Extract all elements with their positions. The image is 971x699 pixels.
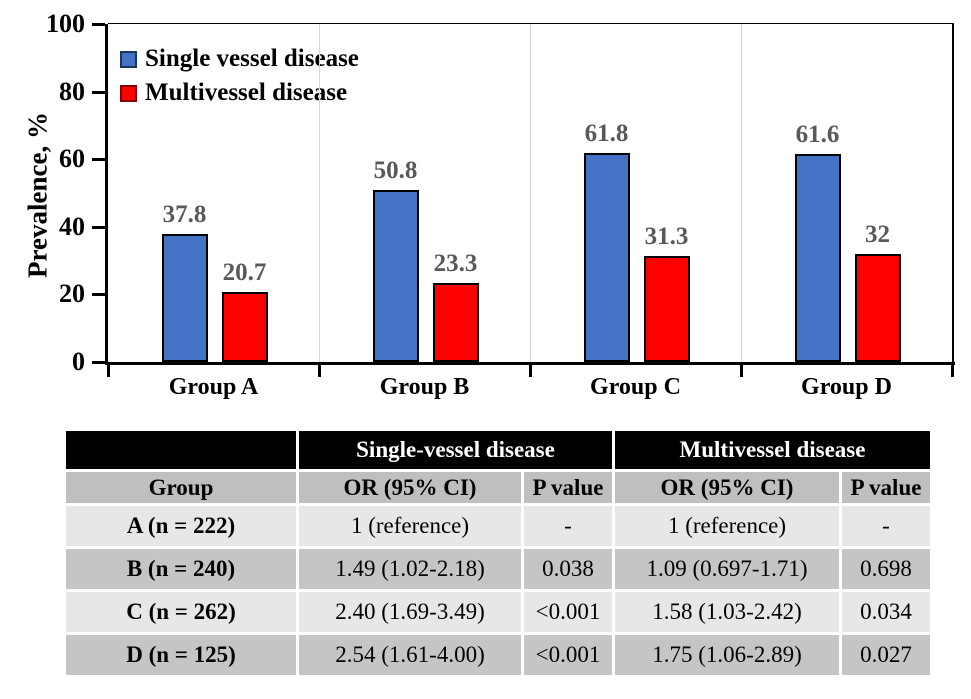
y-tick-mark xyxy=(92,90,105,94)
y-tick-mark xyxy=(92,23,105,26)
value-cell: 1.58 (1.03-2.42) xyxy=(615,592,839,632)
group-cell: C (n = 262) xyxy=(66,592,296,632)
table-row: C (n = 262) 2.40 (1.69-3.49) <0.001 1.58 (1… xyxy=(66,592,930,632)
group-cell: A (n = 222) xyxy=(66,506,296,546)
x-tick-mark xyxy=(318,362,321,377)
bar-value-label: 31.3 xyxy=(644,223,689,251)
value-cell: <0.001 xyxy=(524,592,612,632)
x-tick-mark xyxy=(951,362,954,377)
bar-multi-group-d xyxy=(854,253,901,362)
table-row: A (n = 222) 1 (reference) -1 (reference) - xyxy=(66,506,930,546)
plot-top-border xyxy=(108,23,954,24)
y-tick-label: 40 xyxy=(59,211,85,241)
bar-value-label: 37.8 xyxy=(162,201,207,229)
y-axis-line xyxy=(105,24,108,365)
table-subheader: P value xyxy=(524,472,612,503)
category-separator-gridline xyxy=(530,24,531,362)
x-category-label: Group C xyxy=(590,374,681,400)
value-cell: 0.038 xyxy=(524,549,612,589)
bar-value-label: 50.8 xyxy=(373,157,418,185)
bar-single-group-b xyxy=(372,190,419,362)
category-separator-gridline xyxy=(741,24,742,362)
y-axis-title: Prevalence, % xyxy=(22,112,53,278)
value-cell: - xyxy=(524,506,612,546)
legend-swatch-multivessel xyxy=(120,84,137,102)
value-cell: <0.001 xyxy=(524,635,612,675)
legend-item-multivessel: Multivessel disease xyxy=(120,76,359,110)
legend: Single vessel disease Multivessel diseas… xyxy=(120,42,359,110)
value-cell: 0.034 xyxy=(842,592,930,632)
table-row: D (n = 125) 2.54 (1.61-4.00) <0.001 1.75 (1… xyxy=(66,635,930,675)
y-tick-mark xyxy=(92,158,105,162)
bar-multi-group-a xyxy=(221,292,268,362)
value-cell: 0.027 xyxy=(842,635,930,675)
table-row: B (n = 240) 1.49 (1.02-2.18) 0.038 1.09 (0.… xyxy=(66,549,930,589)
value-cell: 2.40 (1.69-3.49) xyxy=(299,592,521,632)
legend-label-multivessel: Multivessel disease xyxy=(145,79,348,106)
y-tick-label: 80 xyxy=(59,76,85,106)
group-cell: D (n = 125) xyxy=(66,635,296,675)
bar-value-label: 20.7 xyxy=(222,259,267,287)
category-separator-gridline xyxy=(319,24,320,362)
y-tick-label: 20 xyxy=(59,279,85,309)
y-tick-mark xyxy=(92,225,105,229)
prevalence-bar-chart: Prevalence, % Single vessel disease Mult… xyxy=(22,9,955,400)
table-subheader: OR (95% CI) xyxy=(615,472,839,503)
x-category-label: Group D xyxy=(801,374,892,400)
value-cell: 1 (reference) xyxy=(615,506,839,546)
x-category-label: Group B xyxy=(379,374,470,400)
table-subheader: P value xyxy=(842,472,930,503)
value-cell: 1 (reference) xyxy=(299,506,521,546)
bar-value-label: 23.3 xyxy=(433,250,478,278)
value-cell: 1.49 (1.02-2.18) xyxy=(299,549,521,589)
bar-value-label: 61.8 xyxy=(584,120,629,148)
value-cell: 0.698 xyxy=(842,549,930,589)
y-tick-label: 0 xyxy=(72,347,85,376)
bar-value-label: 32 xyxy=(865,220,890,248)
value-cell: - xyxy=(842,506,930,546)
y-tick-label: 60 xyxy=(59,144,85,174)
bar-single-group-c xyxy=(583,153,630,362)
group-cell: B (n = 240) xyxy=(66,549,296,589)
legend-label-single-vessel: Single vessel disease xyxy=(145,45,359,72)
y-tick-label: 100 xyxy=(46,9,85,38)
bar-multi-group-b xyxy=(432,283,479,362)
bar-value-label: 61.6 xyxy=(795,120,840,148)
y-tick-mark xyxy=(92,293,105,297)
table-header-spacer xyxy=(66,431,296,469)
x-tick-mark xyxy=(107,362,110,377)
value-cell: 1.75 (1.06-2.89) xyxy=(615,635,839,675)
value-cell: 1.09 (0.697-1.71) xyxy=(615,549,839,589)
table-header-group: Multivessel disease xyxy=(615,431,930,469)
plot-right-border xyxy=(952,23,954,365)
legend-swatch-single-vessel xyxy=(120,50,137,68)
odds-ratio-table: Single-vessel disease Multivessel disease… xyxy=(63,428,933,678)
bar-multi-group-c xyxy=(643,256,690,362)
bar-single-group-d xyxy=(794,153,841,362)
y-tick-mark xyxy=(92,361,105,364)
value-cell: 2.54 (1.61-4.00) xyxy=(299,635,521,675)
x-category-label: Group A xyxy=(168,374,259,400)
legend-item-single-vessel: Single vessel disease xyxy=(120,42,359,76)
table-subheader: OR (95% CI) xyxy=(299,472,521,503)
x-tick-mark xyxy=(529,362,532,377)
x-tick-mark xyxy=(740,362,743,377)
table-subheader: Group xyxy=(66,472,296,503)
bar-single-group-a xyxy=(161,234,208,362)
table-header-group: Single-vessel disease xyxy=(299,431,612,469)
